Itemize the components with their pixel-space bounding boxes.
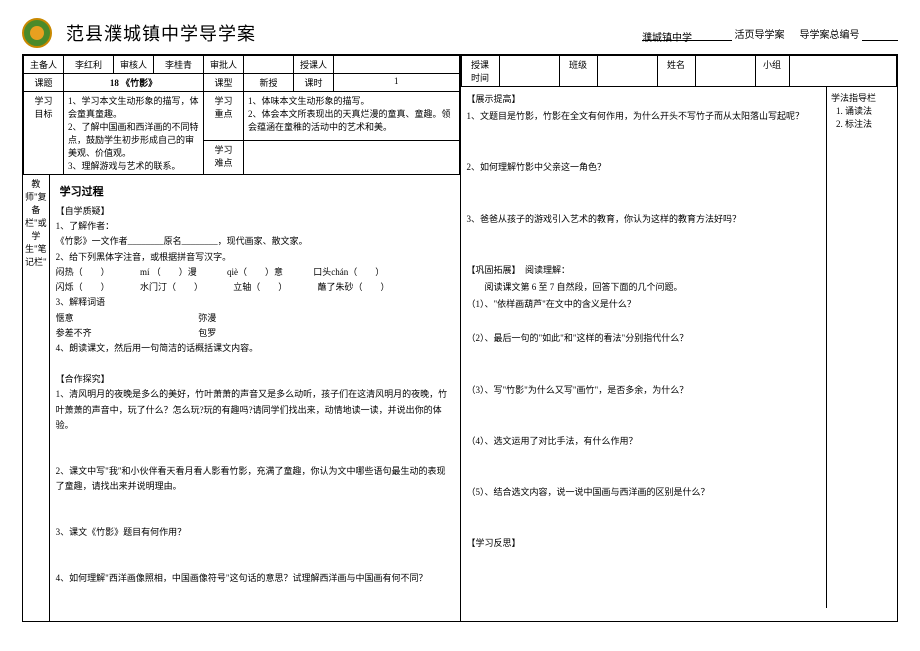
q4: 4、如何理解"西洋画像照相，中国画像符号"这句话的意思？试理解西洋画与中国画有何… xyxy=(56,571,454,586)
school-name: 濮城镇中学 xyxy=(642,29,732,41)
q1: 1、清风明月的夜晚是多么的美好，竹叶萧萧的声音又是多么动听，孩子们在这清风明月的… xyxy=(56,387,454,433)
q2: 2、课文中写"我"和小伙伴看天看月看人影看竹影，充满了童趣，你认为文中哪些语句最… xyxy=(56,464,454,495)
cell: 课时 xyxy=(294,74,334,92)
cell: 1 xyxy=(334,74,460,92)
g0: 阅读课文第 6 至 7 自然段，回答下面的几个问题。 xyxy=(467,279,821,296)
line: 惬意 弥漫 xyxy=(56,311,454,326)
goals-text: 1、学习本文生动形象的描写，体会童真童趣。 2、了解中国画和西洋画的不同特点，鼓… xyxy=(64,92,204,175)
line: 2、给下列黑体字注音，或根据拼音写汉字。 xyxy=(56,250,454,265)
g3: （3）、写"竹影"为什么又写"画竹"，是否多余，为什么？ xyxy=(467,382,821,399)
left-top-table: 主备人 李红利 审核人 李桂青 审批人 授课人 课题 18 《竹影》 课型 新授… xyxy=(23,55,460,175)
cell xyxy=(334,56,460,74)
right-top-table: 授课 时间 班级 姓名 小组 xyxy=(461,55,898,87)
cell: 小组 xyxy=(755,56,789,87)
cell: 主备人 xyxy=(24,56,64,74)
hezuo-title: 【合作探究】 xyxy=(56,372,454,387)
cell: 课型 xyxy=(204,74,244,92)
gonggu-title: 【巩固拓展】 阅读理解： xyxy=(467,262,821,279)
serial-label: 导学案总编号 xyxy=(800,30,860,41)
zd-label: 学习 重点 xyxy=(204,92,244,141)
zhanshi-title: 【展示提高】 xyxy=(467,91,821,108)
line: 4、朗读课文，然后用一句简洁的话概括课文内容。 xyxy=(56,341,454,356)
guide-item: 标注法 xyxy=(845,117,893,130)
process-title: 学习过程 xyxy=(56,179,454,204)
g4: （4）、选文运用了对比手法，有什么作用？ xyxy=(467,433,821,450)
line: 闷热（ ） mí （ ）漫 qiè（ ）意 口头chán（ ） xyxy=(56,265,454,280)
goals-label: 学习 目标 xyxy=(24,92,64,175)
cell xyxy=(789,56,897,87)
right-body: 【展示提高】 1、文题目是竹影，竹影在全文有何作用，为什么开头不写竹子而从太阳落… xyxy=(461,87,828,608)
q3: 3、课文《竹影》题目有何作用？ xyxy=(56,525,454,540)
cell xyxy=(597,56,657,87)
main-title: 范县濮城镇中学导学案 xyxy=(66,20,256,46)
cell: 李桂青 xyxy=(154,56,204,74)
g2: （2）、最后一句的"如此"和"这样的看法"分别指代什么？ xyxy=(467,330,821,347)
cell: 授课人 xyxy=(294,56,334,74)
rq2: 2、如何理解竹影中父亲这一角色？ xyxy=(467,159,821,176)
fansi-title: 【学习反思】 xyxy=(467,535,821,552)
sheet-type: 活页导学案 xyxy=(735,30,785,41)
nd-text xyxy=(244,140,460,174)
rq1: 1、文题目是竹影，竹影在全文有何作用，为什么开头不写竹子而从太阳落山写起呢？ xyxy=(467,108,821,125)
line: 3、解释词语 xyxy=(56,295,454,310)
line: 参差不齐 包罗 xyxy=(56,326,454,341)
header-right: 濮城镇中学 活页导学案 导学案总编号 xyxy=(642,26,898,41)
nd-label: 学习 难点 xyxy=(204,140,244,174)
zd-text: 1、体味本文生动形象的描写。 2、体会本文所表现出的天真烂漫的童真、童趣。领会蕴… xyxy=(244,92,460,141)
zixue-title: 【自学质疑】 xyxy=(56,204,454,219)
cell: 李红利 xyxy=(64,56,114,74)
left-body: 学习过程 【自学质疑】 1、了解作者： 《竹影》一文作者________原名__… xyxy=(50,175,460,621)
line: 《竹影》一文作者________原名________，现代画家、散文家。 xyxy=(56,234,454,249)
cell: 审核人 xyxy=(114,56,154,74)
cell: 新授 xyxy=(244,74,294,92)
cell xyxy=(499,56,559,87)
g1: （1）、"依样画葫芦"在文中的含义是什么？ xyxy=(467,296,821,313)
cell: 班级 xyxy=(559,56,597,87)
lesson-title: 18 《竹影》 xyxy=(64,74,204,92)
cell: 授课 时间 xyxy=(461,56,499,87)
teacher-sidebar: 教师"复备栏"或学生"笔记栏" xyxy=(23,175,50,621)
school-logo xyxy=(22,18,52,48)
cell: 姓名 xyxy=(657,56,695,87)
cell: 审批人 xyxy=(204,56,244,74)
cell: 课题 xyxy=(24,74,64,92)
guide-title: 学法指导栏 xyxy=(831,91,893,104)
line: 1、了解作者： xyxy=(56,219,454,234)
serial-blank xyxy=(862,29,898,41)
guide-sidebar: 学法指导栏 诵读法 标注法 xyxy=(827,87,897,608)
cell xyxy=(244,56,294,74)
guide-item: 诵读法 xyxy=(845,104,893,117)
line: 闪烁（ ） 水门汀（ ） 立轴（ ） 蘸了朱砂（ ） xyxy=(56,280,454,295)
rq3: 3、爸爸从孩子的游戏引入艺术的教育，你认为这样的教育方法好吗？ xyxy=(467,211,821,228)
cell xyxy=(695,56,755,87)
g5: （5）、结合选文内容，说一说中国画与西洋画的区别是什么？ xyxy=(467,484,821,501)
